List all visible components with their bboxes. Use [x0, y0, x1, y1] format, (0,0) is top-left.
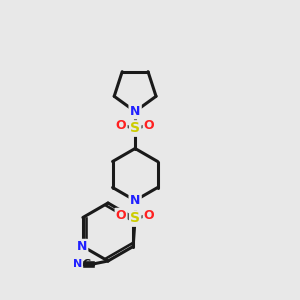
Text: N: N	[130, 194, 140, 207]
Text: N: N	[130, 105, 140, 118]
Text: N: N	[74, 259, 82, 269]
Text: O: O	[116, 209, 126, 222]
Text: N: N	[77, 240, 87, 253]
Text: S: S	[130, 122, 140, 136]
Text: O: O	[144, 119, 154, 132]
Text: C: C	[83, 259, 91, 269]
Text: S: S	[130, 212, 140, 226]
Text: O: O	[116, 119, 126, 132]
Text: N: N	[130, 105, 140, 118]
Text: N: N	[130, 196, 140, 209]
Text: O: O	[144, 209, 154, 222]
